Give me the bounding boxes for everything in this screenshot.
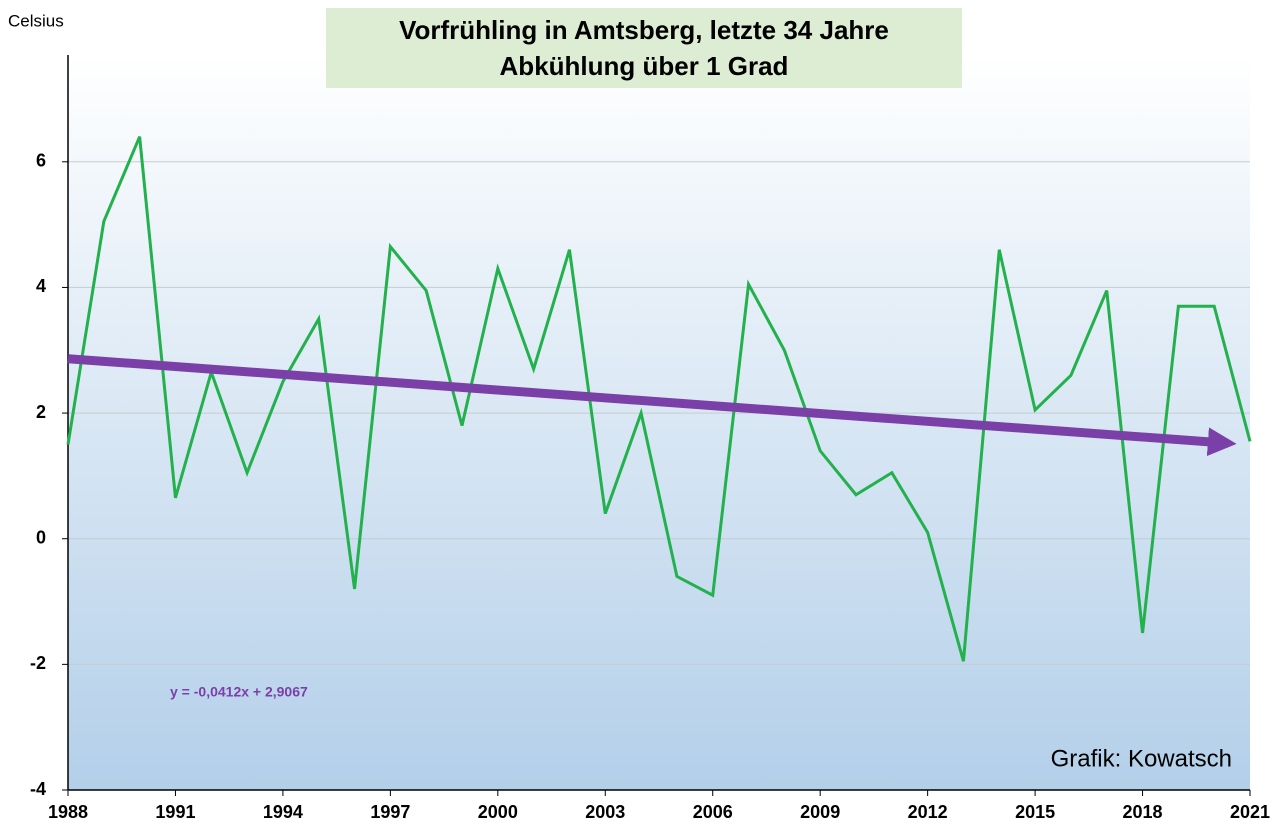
x-tick-label: 2018 (1123, 802, 1163, 822)
chart-title: Vorfrühling in Amtsberg, letzte 34 Jahre (399, 15, 889, 45)
y-tick-label: 2 (36, 402, 46, 422)
data-line (66, 136, 1252, 662)
y-tick-label: -2 (30, 653, 46, 673)
x-tick-label: 2003 (585, 802, 625, 822)
plot-background (68, 55, 1250, 790)
trend-line (67, 354, 1237, 457)
trend-equation: y = -0,0412x + 2,9067 (170, 684, 308, 700)
x-tick-label: 1997 (370, 802, 410, 822)
y-tick-label: -4 (30, 779, 46, 799)
x-tick-label: 2012 (908, 802, 948, 822)
x-tick-label: 1988 (48, 802, 88, 822)
x-tick-label: 2006 (693, 802, 733, 822)
y-tick-label: 6 (36, 151, 46, 171)
x-tick-label: 2021 (1230, 802, 1270, 822)
chart-subtitle: Abkühlung über 1 Grad (500, 51, 789, 81)
title-box (326, 8, 962, 88)
x-tick-label: 2015 (1015, 802, 1055, 822)
x-tick-label: 1991 (155, 802, 195, 822)
credit: Grafik: Kowatsch (1051, 745, 1232, 772)
x-tick-label: 1994 (263, 802, 303, 822)
x-tick-label: 2000 (478, 802, 518, 822)
y-tick-label: 0 (36, 527, 46, 547)
y-axis-label: Celsius (8, 11, 64, 30)
x-tick-label: 2009 (800, 802, 840, 822)
y-tick-label: 4 (36, 276, 46, 296)
